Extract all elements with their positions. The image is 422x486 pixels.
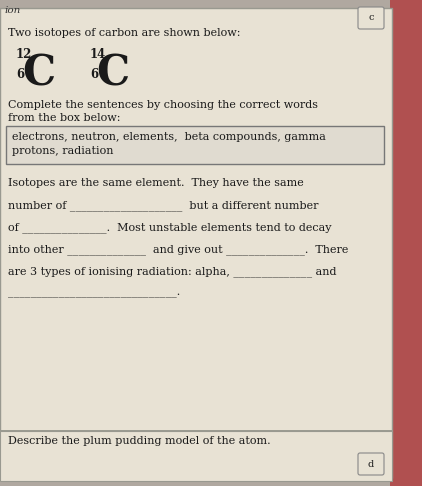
Text: d: d [368, 459, 374, 469]
Text: C: C [96, 52, 129, 94]
Text: Complete the sentences by choosing the correct words: Complete the sentences by choosing the c… [8, 100, 318, 110]
Text: 6: 6 [90, 68, 98, 81]
Text: are 3 types of ionising radiation: alpha, ______________ and: are 3 types of ionising radiation: alpha… [8, 266, 336, 277]
Text: C: C [22, 52, 55, 94]
Text: protons, radiation: protons, radiation [12, 146, 114, 156]
FancyBboxPatch shape [358, 453, 384, 475]
Bar [6, 126, 384, 164]
Bar [390, 0, 422, 486]
FancyBboxPatch shape [358, 7, 384, 29]
Text: ______________________________.: ______________________________. [8, 288, 180, 298]
Text: number of ____________________  but a different number: number of ____________________ but a dif… [8, 200, 319, 211]
Text: electrons, neutron, elements,  beta compounds, gamma: electrons, neutron, elements, beta compo… [12, 132, 326, 142]
Text: ion: ion [4, 6, 20, 15]
Text: of _______________.  Most unstable elements tend to decay: of _______________. Most unstable elemen… [8, 222, 332, 233]
Bar [0, 431, 392, 481]
Text: from the box below:: from the box below: [8, 113, 121, 123]
Text: Describe the plum pudding model of the atom.: Describe the plum pudding model of the a… [8, 436, 271, 446]
Text: 14: 14 [90, 48, 106, 61]
Text: into other ______________  and give out ______________.  There: into other ______________ and give out _… [8, 244, 349, 255]
Text: Isotopes are the same element.  They have the same: Isotopes are the same element. They have… [8, 178, 304, 188]
Text: 12: 12 [16, 48, 32, 61]
Text: Two isotopes of carbon are shown below:: Two isotopes of carbon are shown below: [8, 28, 241, 38]
Text: 6: 6 [16, 68, 24, 81]
Text: c: c [368, 14, 374, 22]
